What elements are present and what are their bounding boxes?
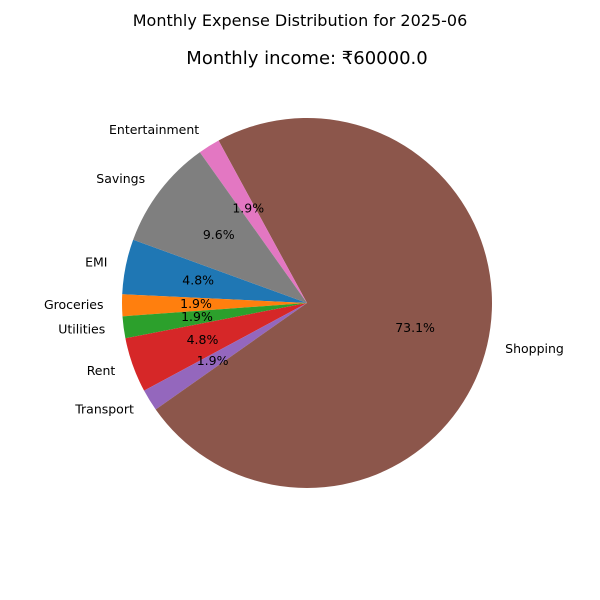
percentage-label-savings: 9.6% bbox=[203, 227, 235, 242]
percentage-label-groceries: 1.9% bbox=[180, 296, 212, 311]
percentage-label-emi: 4.8% bbox=[182, 273, 214, 288]
chart-suptitle: Monthly Expense Distribution for 2025-06 bbox=[133, 11, 468, 30]
category-label-entertainment: Entertainment bbox=[109, 122, 199, 137]
percentage-label-transport: 1.9% bbox=[197, 353, 229, 368]
percentage-label-utilities: 1.9% bbox=[181, 309, 213, 324]
chart-title: Monthly income: ₹60000.0 bbox=[186, 48, 427, 69]
pie-slice-utilities bbox=[122, 303, 307, 339]
percentage-label-shopping: 73.1% bbox=[395, 320, 435, 335]
percentage-label-entertainment: 1.9% bbox=[232, 200, 264, 215]
category-label-utilities: Utilities bbox=[58, 321, 105, 336]
category-label-groceries: Groceries bbox=[44, 297, 104, 312]
pie-slice-transport bbox=[144, 303, 307, 410]
pie-slice-savings bbox=[133, 152, 307, 303]
percentage-labels: 4.8%1.9%1.9%4.8%1.9%73.1%1.9%9.6% bbox=[180, 200, 435, 367]
pie-slice-emi bbox=[122, 239, 308, 303]
percentage-label-rent: 4.8% bbox=[187, 332, 219, 347]
pie-slice-groceries bbox=[122, 294, 307, 317]
category-label-transport: Transport bbox=[74, 401, 134, 416]
pie-slice-entertainment bbox=[199, 140, 307, 303]
pie-slice-shopping bbox=[155, 118, 492, 488]
category-label-rent: Rent bbox=[87, 363, 116, 378]
pie-slices bbox=[122, 118, 492, 488]
category-label-shopping: Shopping bbox=[505, 341, 564, 356]
category-label-emi: EMI bbox=[85, 254, 107, 269]
category-label-savings: Savings bbox=[96, 171, 145, 186]
category-labels: EMI Groceries Utilities Rent Transport Shoppi… bbox=[44, 122, 564, 417]
pie-slice-rent bbox=[125, 303, 307, 391]
